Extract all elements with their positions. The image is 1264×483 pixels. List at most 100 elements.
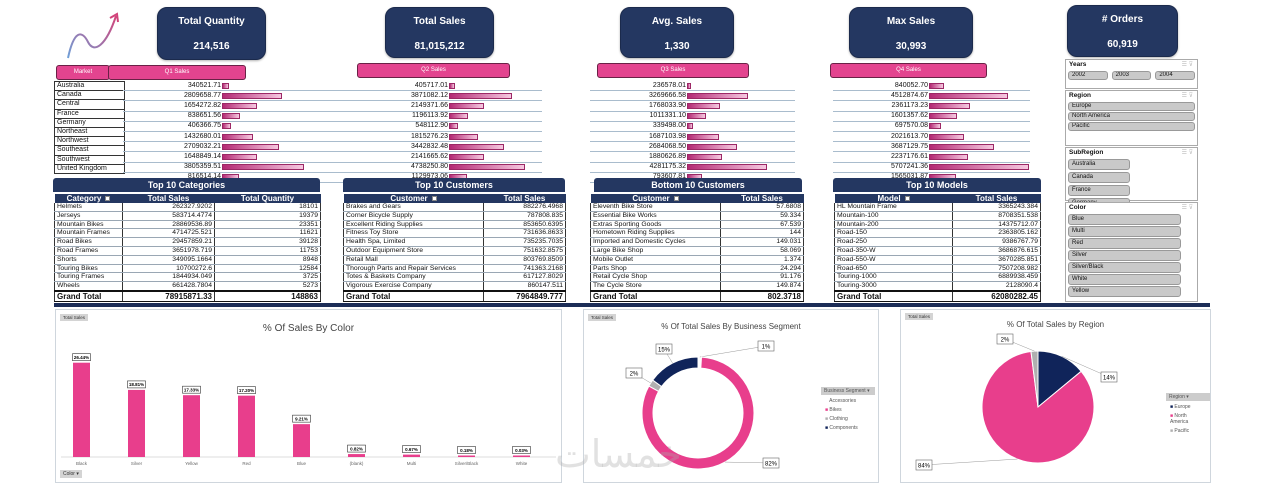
market-item: Germany xyxy=(55,119,124,128)
slicer-title: Years xyxy=(1069,61,1087,68)
legend-filter-button[interactable]: Region ▾ xyxy=(1166,393,1210,401)
slicer-item-yellow[interactable]: Yellow xyxy=(1068,286,1181,297)
table-row: Hometown Riding Supplies 144 xyxy=(590,228,804,239)
filter-dropdown-icon[interactable] xyxy=(105,196,111,202)
legend-filter-button[interactable]: Business Segment ▾ xyxy=(821,387,875,395)
grand-total-row: Grand Total 802.3718 xyxy=(590,290,804,302)
q4-sales-button[interactable]: Q4 Sales xyxy=(830,63,987,78)
bar[interactable] xyxy=(293,424,310,457)
quarter-sales-row: 1815276.23 xyxy=(343,132,542,143)
table-cell: 751632.8575 xyxy=(483,246,566,256)
slicer-item-australia[interactable]: Australia xyxy=(1068,159,1130,170)
bar[interactable] xyxy=(348,454,365,457)
data-label-box xyxy=(996,333,1014,345)
q3-sales-button[interactable]: Q3 Sales xyxy=(597,63,749,78)
chart-field-tag[interactable]: Total Sales xyxy=(905,313,934,320)
filter-dropdown-icon[interactable] xyxy=(904,196,910,202)
table-cell: 58.069 xyxy=(720,246,804,256)
q1-sales-button[interactable]: Q1 Sales xyxy=(108,65,246,80)
legend-item: ■ Components xyxy=(825,425,858,431)
color-filter-button[interactable]: Color ▾ xyxy=(60,470,82,478)
table-cell: 91.176 xyxy=(720,272,804,283)
kpi-total-quantity: Total Quantity 214,516 xyxy=(157,7,266,60)
clear-filter-icon[interactable]: ☰ ⊽ xyxy=(1181,150,1193,156)
slicer-item-silver-black[interactable]: Silver/Black xyxy=(1068,262,1181,273)
table-row: Mobile Outlet 1.374 xyxy=(590,255,804,265)
data-label: 1% xyxy=(762,345,771,351)
table-cell: Imported and Domestic Cycles xyxy=(590,237,721,247)
grand-total-row: Grand Total 78915871.33 148863 xyxy=(54,290,321,302)
table-cell: 617127.8029 xyxy=(483,272,566,283)
table-cell: 18101 xyxy=(214,203,321,212)
slicer-item-2004[interactable]: 2004 xyxy=(1155,71,1196,80)
slicer-item-silver[interactable]: Silver xyxy=(1068,250,1181,261)
table-row: Road Frames 3651978.719 11753 xyxy=(54,246,321,256)
years-slicer: Years ☰ ⊽ 2002 2003 2004 xyxy=(1065,59,1198,89)
grand-total-cell: 78915871.33 xyxy=(122,290,215,302)
table-cell: Mountain-200 xyxy=(834,220,953,230)
top-categories-title: Top 10 Categories xyxy=(53,178,320,192)
slicer-item-white[interactable]: White xyxy=(1068,274,1181,285)
table-cell: 144 xyxy=(720,228,804,239)
slicer-item-2002[interactable]: 2002 xyxy=(1068,71,1108,80)
sales-value: 236578.01 xyxy=(652,81,686,89)
bar[interactable] xyxy=(513,455,530,458)
table-cell: 787808.835 xyxy=(483,211,566,221)
slicer-item-france[interactable]: France xyxy=(1068,185,1130,196)
filter-dropdown-icon[interactable] xyxy=(673,196,679,202)
pie-slice[interactable] xyxy=(651,356,699,388)
sales-value: 2021613.70 xyxy=(891,132,928,140)
kpi-orders: # Orders 60,919 xyxy=(1067,5,1178,57)
market-button[interactable]: Market xyxy=(56,65,110,80)
sales-value: 548112.90 xyxy=(415,122,448,130)
legend-label: Bikes xyxy=(829,407,842,413)
bar[interactable] xyxy=(238,395,255,457)
slicer-item-2003[interactable]: 2003 xyxy=(1111,71,1152,80)
table-cell: Excellent Riding Supplies xyxy=(343,220,484,230)
slicer-item-multi[interactable]: Multi xyxy=(1068,226,1181,237)
chart-field-tag[interactable]: Total Sales xyxy=(60,314,89,321)
slicer-item-red[interactable]: Red xyxy=(1068,238,1181,249)
pie-slice[interactable] xyxy=(641,356,755,470)
clear-filter-icon[interactable]: ☰ ⊽ xyxy=(1181,93,1193,99)
kpi-value: 60,919 xyxy=(1107,39,1138,50)
pie-slice[interactable] xyxy=(981,350,1095,464)
slicer-item-europe[interactable]: Europe xyxy=(1068,102,1195,111)
quarter-sales-row: 1648849.14 xyxy=(123,152,345,163)
table-cell: 853650.6395 xyxy=(483,220,566,230)
sales-value: 838651.56 xyxy=(187,112,221,120)
data-label: 17.33% xyxy=(184,387,199,392)
bar[interactable] xyxy=(183,395,200,457)
filter-dropdown-icon[interactable] xyxy=(431,196,437,202)
table-cell: 3725 xyxy=(214,272,321,283)
table-cell: 583714.4774 xyxy=(122,211,215,221)
bar[interactable] xyxy=(458,455,475,458)
q2-sales-button[interactable]: Q2 Sales xyxy=(357,63,510,78)
data-bar xyxy=(449,92,512,99)
column-header[interactable]: Category xyxy=(54,194,123,203)
bar[interactable] xyxy=(73,362,90,457)
table-cell: 731636.8633 xyxy=(483,228,566,239)
chart-field-tag[interactable]: Total Sales xyxy=(588,314,617,321)
slicer-item-canada[interactable]: Canada xyxy=(1068,172,1130,183)
data-label: 2% xyxy=(1001,338,1010,344)
quarter-sales-row: 1687103.98 xyxy=(590,132,795,143)
clear-filter-icon[interactable]: ☰ ⊽ xyxy=(1181,205,1193,211)
column-header[interactable]: Customer xyxy=(590,194,721,203)
slicer-item-blue[interactable]: Blue xyxy=(1068,214,1181,225)
table-cell: Road-250 xyxy=(834,237,953,247)
subregion-slicer: SubRegion☰ ⊽ Australia Canada France Ger… xyxy=(1065,147,1198,235)
sales-value: 816514.14 xyxy=(187,173,221,181)
table-row: Helmets 262327.9202 18101 xyxy=(54,203,321,212)
slicer-item-north-america[interactable]: North America xyxy=(1068,112,1195,121)
bar[interactable] xyxy=(128,389,145,457)
bar[interactable] xyxy=(403,454,420,457)
table-cell: Eleventh Bike Store xyxy=(590,203,721,212)
column-header[interactable]: Customer xyxy=(343,194,484,203)
clear-filter-icon[interactable]: ☰ ⊽ xyxy=(1181,62,1193,68)
data-label-box xyxy=(347,444,366,453)
legend-label: Pacific xyxy=(1174,428,1190,434)
column-header[interactable]: Model xyxy=(834,194,953,203)
doughnut-chart-svg: 1% 82% 2% 15% xyxy=(625,340,780,470)
slicer-item-pacific[interactable]: Pacific xyxy=(1068,122,1195,131)
